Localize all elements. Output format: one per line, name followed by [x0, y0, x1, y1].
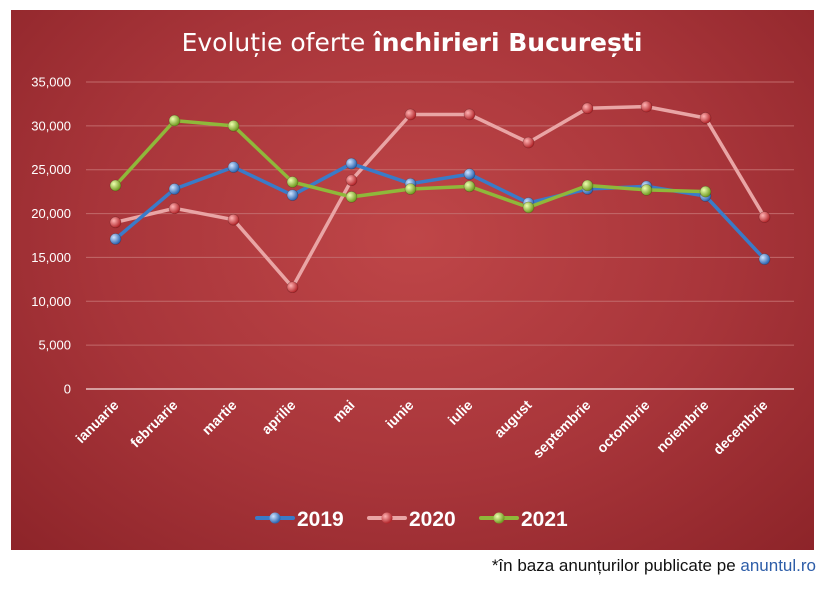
line-chart: Evoluție oferte închirieri București 0 5,… — [31, 28, 794, 531]
y-tick-label: 35,000 — [31, 75, 71, 90]
gridlines — [86, 81, 794, 390]
data-point-2019 — [463, 168, 476, 180]
x-tick-label: martie — [199, 397, 240, 438]
data-point-2021 — [640, 184, 653, 196]
footnote-text: *în baza anunțurilor publicate pe — [491, 556, 741, 575]
data-point-2020 — [286, 281, 299, 294]
data-point-2020 — [758, 211, 771, 223]
data-point-2020 — [227, 213, 240, 226]
x-tick-label: noiembrie — [653, 397, 712, 456]
data-point-2019 — [758, 253, 771, 265]
data-point-2019 — [345, 157, 358, 170]
data-point-2020 — [345, 174, 358, 187]
legend-item-2019: 2019 — [255, 508, 344, 531]
data-point-2019 — [109, 233, 122, 245]
series-2019 — [109, 157, 771, 265]
y-tick-label: 10,000 — [31, 294, 71, 309]
legend-swatch-marker — [493, 512, 505, 524]
x-tick-label: mai — [329, 397, 357, 425]
chart-title: Evoluție oferte închirieri București — [182, 28, 643, 57]
data-point-2019 — [168, 183, 181, 195]
y-tick-label: 30,000 — [31, 118, 71, 133]
data-point-2021 — [404, 183, 417, 195]
data-point-2019 — [227, 161, 240, 173]
x-tick-label: septembrie — [529, 397, 593, 461]
y-tick-label: 5,000 — [38, 338, 71, 353]
data-point-2020 — [699, 112, 712, 124]
data-point-2020 — [109, 216, 122, 229]
data-point-2019 — [286, 189, 299, 201]
y-tick-label: 20,000 — [31, 206, 71, 221]
series-2020 — [109, 100, 771, 294]
series-layer — [109, 100, 771, 294]
legend-label: 2019 — [297, 508, 344, 531]
data-point-2021 — [463, 180, 476, 193]
legend-swatch-marker — [269, 512, 281, 524]
legend-item-2021: 2021 — [479, 508, 568, 531]
data-point-2021 — [699, 185, 712, 198]
data-point-2020 — [168, 202, 181, 215]
series-2021 — [109, 114, 712, 214]
data-point-2021 — [522, 201, 535, 214]
data-point-2021 — [168, 114, 181, 127]
data-point-2020 — [581, 102, 594, 115]
series-line-2019 — [113, 161, 767, 261]
y-tick-label: 15,000 — [31, 250, 71, 265]
data-point-2021 — [109, 179, 122, 192]
legend-label: 2020 — [409, 508, 456, 531]
y-tick-label: 0 — [64, 382, 71, 397]
data-point-2020 — [463, 108, 476, 121]
footnote: *în baza anunțurilor publicate pe anuntu… — [492, 556, 816, 576]
legend-swatch-marker — [381, 512, 393, 524]
x-axis-ticks: ianuarie februarie martie aprilie mai iunie iu… — [72, 397, 770, 461]
data-point-2020 — [404, 108, 417, 121]
legend-item-2020: 2020 — [367, 508, 456, 531]
data-point-2021 — [581, 179, 594, 192]
x-tick-label: octombrie — [593, 397, 652, 456]
x-tick-label: iulie — [444, 397, 475, 428]
x-tick-label: aprilie — [258, 397, 299, 438]
chart-area: Evoluție oferte închirieri București 0 5,… — [11, 10, 814, 550]
legend-label: 2021 — [521, 508, 568, 531]
y-axis-ticks: 0 5,000 10,000 15,000 20,000 25,000 30,000 35,0… — [31, 75, 71, 397]
x-tick-label: decembrie — [710, 397, 771, 458]
x-tick-label: ianuarie — [72, 397, 121, 446]
y-tick-label: 25,000 — [31, 162, 71, 177]
x-tick-label: august — [491, 397, 535, 441]
x-tick-label: iunie — [382, 397, 417, 432]
data-point-2021 — [345, 191, 358, 203]
x-tick-label: februarie — [127, 397, 181, 451]
data-point-2020 — [522, 136, 535, 149]
legend: 2019 2020 2021 — [255, 508, 568, 531]
data-point-2020 — [640, 100, 653, 113]
series-line-2020 — [113, 104, 767, 290]
data-point-2021 — [227, 120, 240, 132]
data-point-2021 — [286, 176, 299, 188]
footnote-link[interactable]: anuntul.ro — [740, 556, 816, 575]
